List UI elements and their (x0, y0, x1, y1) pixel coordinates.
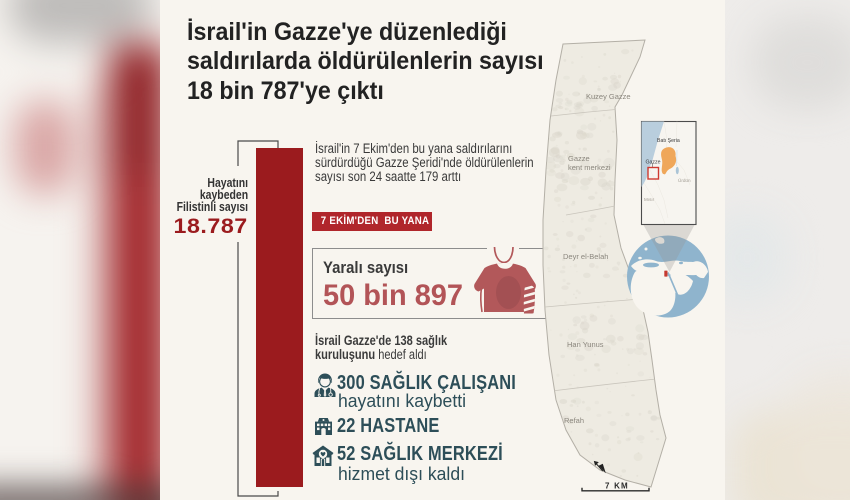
svg-text:7 KM: 7 KM (605, 482, 629, 491)
svg-text:Mısır: Mısır (644, 197, 655, 202)
svg-text:Gazze: Gazze (646, 160, 661, 166)
svg-text:Han Yunus: Han Yunus (567, 340, 604, 349)
svg-text:Refah: Refah (564, 416, 584, 425)
svg-text:Ürdün: Ürdün (678, 177, 691, 183)
svg-text:Batı Şeria: Batı Şeria (657, 138, 680, 144)
svg-text:Kuzey Gazze: Kuzey Gazze (586, 92, 631, 101)
svg-text:Gazze: Gazze (568, 154, 590, 163)
svg-text:Deyr el-Belah: Deyr el-Belah (563, 252, 608, 261)
svg-text:kent merkezi: kent merkezi (568, 163, 611, 172)
